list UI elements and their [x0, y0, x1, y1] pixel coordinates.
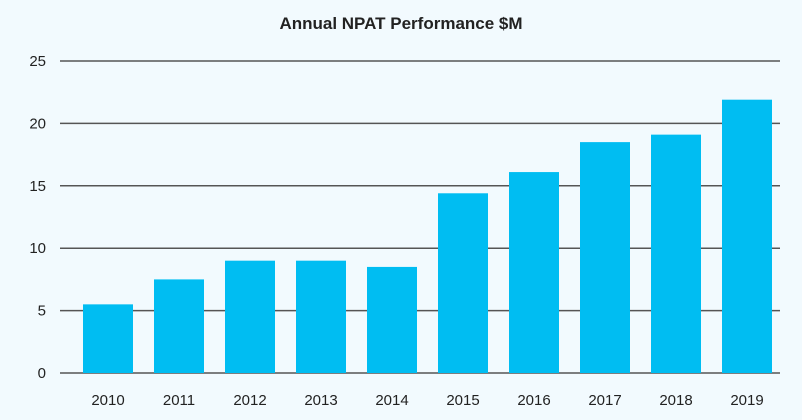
x-tick-label: 2019	[730, 392, 763, 409]
bars	[83, 99, 772, 374]
x-tick-label: 2017	[588, 392, 621, 409]
bar-2013	[296, 260, 346, 373]
bar-2018	[651, 134, 701, 373]
bar-2015	[438, 193, 488, 373]
y-tick-label: 25	[29, 53, 46, 70]
x-tick-label: 2018	[659, 392, 692, 409]
bar-2014	[367, 266, 417, 373]
bar-2016	[509, 172, 559, 373]
x-tick-label: 2014	[375, 392, 408, 409]
bar-2011	[154, 279, 204, 373]
y-tick-label: 5	[38, 303, 46, 320]
x-axis-tick-labels: 2010 2011 2012 2013 2014 2015 2016 2017 2018 2019	[91, 392, 763, 409]
bar-2017	[580, 142, 630, 373]
x-tick-label: 2016	[517, 392, 550, 409]
y-tick-label: 0	[38, 365, 46, 382]
y-tick-label: 20	[29, 115, 46, 132]
x-tick-label: 2010	[91, 392, 124, 409]
y-axis-tick-labels: 0 5 10 15 20 25	[29, 53, 46, 382]
y-tick-label: 10	[29, 240, 46, 257]
x-tick-label: 2011	[163, 392, 195, 409]
x-tick-label: 2013	[304, 392, 337, 409]
y-tick-label: 15	[29, 178, 46, 195]
x-tick-label: 2012	[233, 392, 266, 409]
bar-2010	[83, 304, 133, 373]
bar-2019	[722, 99, 772, 374]
bar-2012	[225, 260, 275, 373]
chart-title: Annual NPAT Performance $M	[279, 14, 523, 33]
x-tick-label: 2015	[446, 392, 479, 409]
